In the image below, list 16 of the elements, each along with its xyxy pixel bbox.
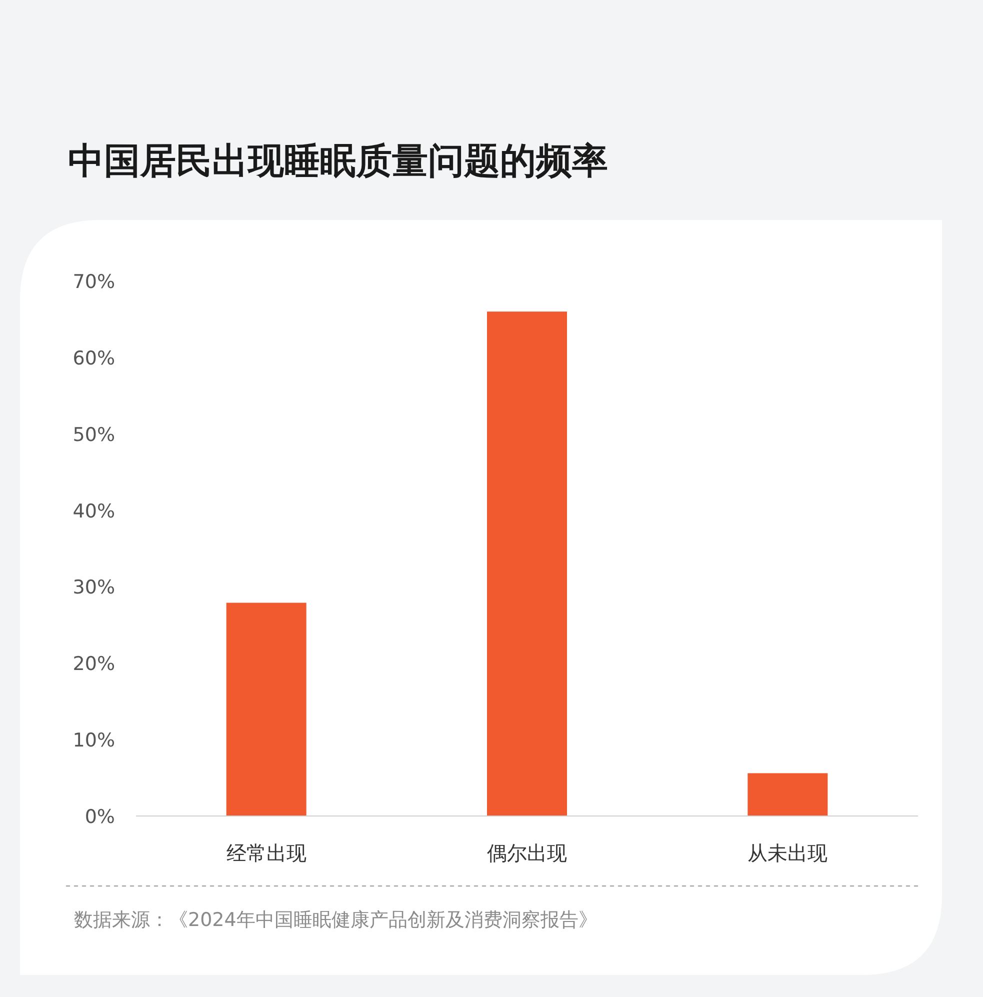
y-tick-label: 50% <box>72 424 115 446</box>
y-tick-label: 70% <box>72 271 115 293</box>
x-tick-label: 经常出现 <box>226 841 306 865</box>
y-tick-label: 30% <box>72 576 115 599</box>
bar <box>226 602 306 816</box>
bar <box>748 773 828 816</box>
bar <box>487 312 567 816</box>
chart-title: 中国居民出现睡眠质量问题的频率 <box>68 141 608 182</box>
y-tick-label: 60% <box>72 347 115 370</box>
x-tick-label: 偶尔出现 <box>487 841 567 865</box>
source-note: 数据来源：《2024年中国睡眠健康产品创新及消费洞察报告》 <box>74 909 598 931</box>
y-tick-label: 20% <box>72 653 115 676</box>
y-tick-label: 10% <box>72 730 115 752</box>
y-tick-label: 40% <box>72 500 115 522</box>
y-tick-label: 0% <box>84 806 115 828</box>
x-tick-label: 从未出现 <box>748 841 828 865</box>
